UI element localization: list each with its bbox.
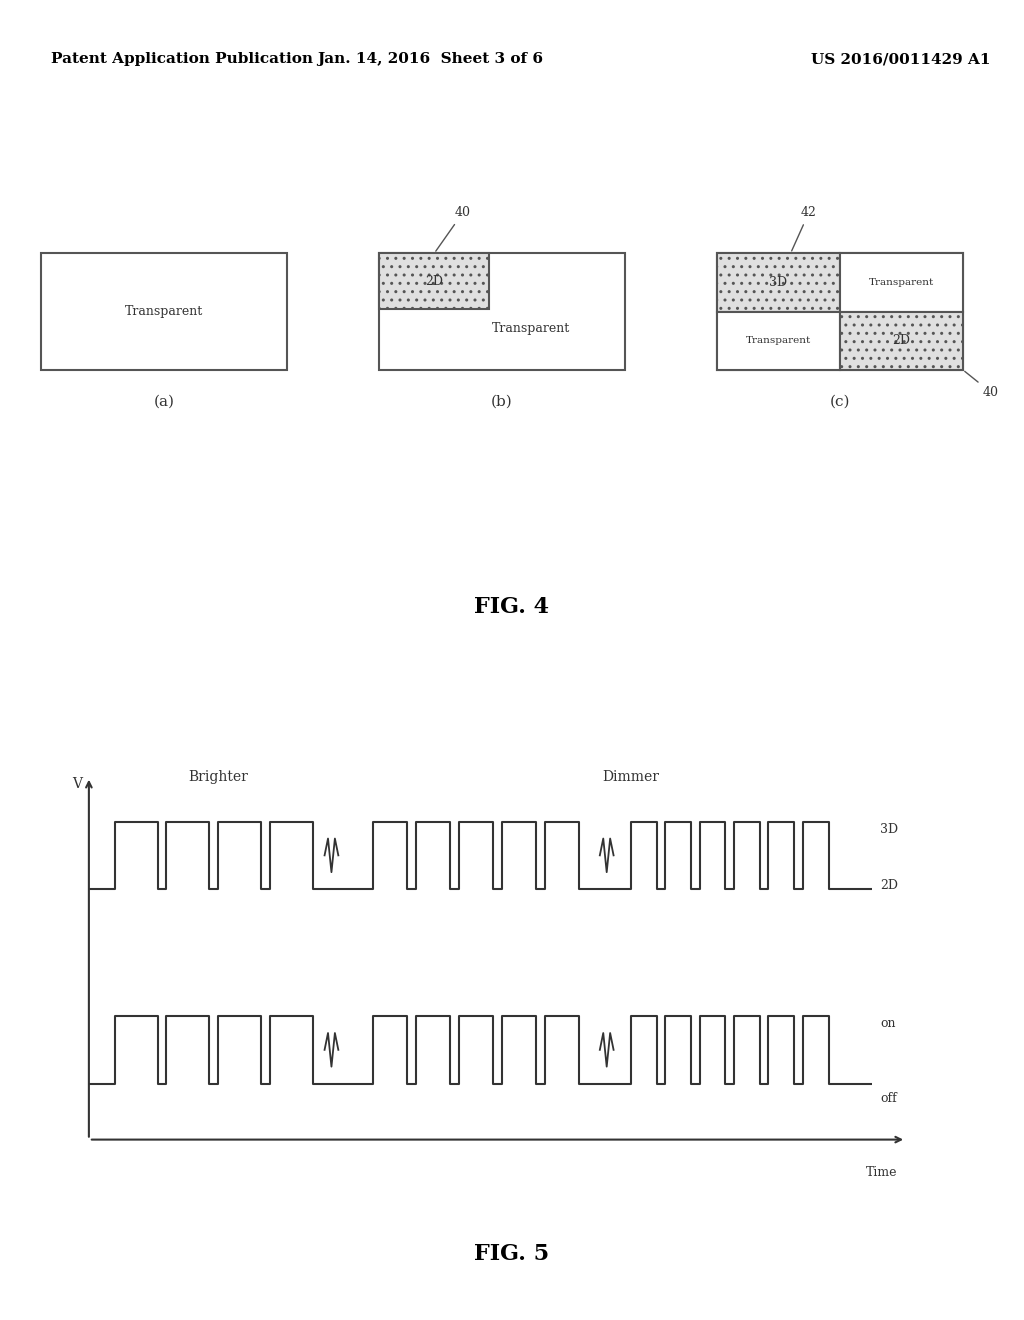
Text: FIG. 4: FIG. 4 xyxy=(474,595,550,618)
Text: Time: Time xyxy=(866,1166,897,1179)
FancyBboxPatch shape xyxy=(840,312,963,370)
Text: on: on xyxy=(881,1018,896,1030)
Text: Dimmer: Dimmer xyxy=(602,770,659,784)
FancyBboxPatch shape xyxy=(717,253,963,370)
Text: Transparent: Transparent xyxy=(745,337,811,345)
Text: (c): (c) xyxy=(829,395,850,408)
Text: 40: 40 xyxy=(436,206,471,251)
FancyBboxPatch shape xyxy=(717,312,840,370)
Text: US 2016/0011429 A1: US 2016/0011429 A1 xyxy=(811,53,991,66)
Text: 2D: 2D xyxy=(892,334,910,347)
Text: (b): (b) xyxy=(490,395,513,408)
Text: 40: 40 xyxy=(965,371,999,399)
Text: 2D: 2D xyxy=(425,275,443,288)
Text: 2D: 2D xyxy=(881,879,898,892)
Text: 3D: 3D xyxy=(881,822,898,836)
Text: Patent Application Publication: Patent Application Publication xyxy=(51,53,313,66)
Text: Transparent: Transparent xyxy=(493,322,570,335)
Text: 3D: 3D xyxy=(769,276,787,289)
FancyBboxPatch shape xyxy=(840,253,963,312)
FancyBboxPatch shape xyxy=(379,253,625,370)
Text: (a): (a) xyxy=(154,395,174,408)
Text: Transparent: Transparent xyxy=(868,279,934,286)
FancyBboxPatch shape xyxy=(41,253,287,370)
Text: FIG. 5: FIG. 5 xyxy=(474,1243,550,1265)
Text: Brighter: Brighter xyxy=(188,770,248,784)
Text: V: V xyxy=(72,777,82,791)
FancyBboxPatch shape xyxy=(379,253,489,309)
Text: Jan. 14, 2016  Sheet 3 of 6: Jan. 14, 2016 Sheet 3 of 6 xyxy=(317,53,543,66)
Text: 42: 42 xyxy=(792,206,817,251)
Text: Transparent: Transparent xyxy=(125,305,203,318)
FancyBboxPatch shape xyxy=(717,253,840,312)
Text: off: off xyxy=(881,1092,897,1105)
